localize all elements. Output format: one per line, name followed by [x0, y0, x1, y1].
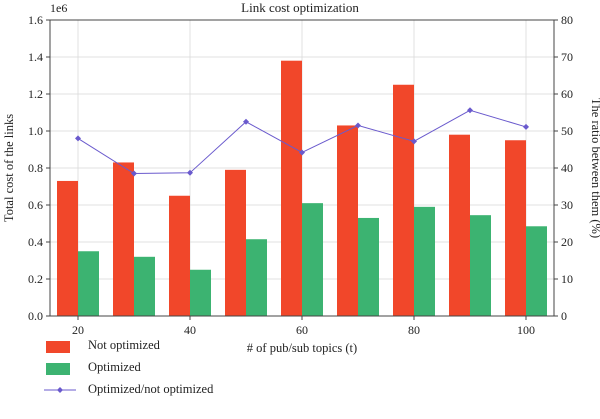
bars — [57, 60, 547, 317]
x-tick-label: 80 — [408, 323, 420, 337]
ratio-point — [75, 135, 81, 142]
y-tick-label-left: 1.4 — [28, 50, 43, 64]
y-tick-label-right: 80 — [561, 13, 573, 27]
legend-swatch-not-optimized — [46, 341, 70, 353]
bar-not-optimized — [505, 140, 526, 316]
y-tick-label-right: 30 — [561, 198, 573, 212]
bar-optimized — [302, 203, 323, 316]
ratio-point — [467, 107, 473, 114]
y-tick-label-left: 0.0 — [28, 309, 43, 323]
bar-not-optimized — [281, 60, 302, 317]
bar-not-optimized — [57, 180, 78, 316]
bar-optimized — [470, 215, 491, 316]
y-multiplier: 1e6 — [50, 1, 67, 15]
bar-optimized — [134, 256, 155, 316]
ratio-point — [131, 170, 137, 177]
bar-optimized — [358, 217, 379, 316]
y-axis-left: 0.0 0.2 0.4 0.6 0.8 1.0 1.2 1.4 1.6 — [28, 13, 50, 323]
ratio-line — [75, 107, 529, 177]
y-tick-label-left: 1.0 — [28, 124, 43, 138]
x-axis-label: # of pub/sub topics (t) — [247, 341, 357, 355]
y-tick-label-right: 0 — [561, 309, 567, 323]
ratio-point — [187, 169, 193, 176]
bar-not-optimized — [337, 125, 358, 316]
legend-label-optimized: Optimized — [88, 360, 141, 374]
y-axis-label-left: Total cost of the links — [2, 114, 16, 222]
legend-swatch-optimized — [46, 363, 70, 375]
chart-title: Link cost optimization — [241, 0, 359, 15]
bar-not-optimized — [393, 84, 414, 316]
y-tick-label-left: 0.2 — [28, 272, 43, 286]
bar-optimized — [190, 269, 211, 316]
legend-label-ratio: Optimized/not optimized — [88, 382, 214, 396]
y-tick-label-right: 10 — [561, 272, 573, 286]
legend-item-optimized: Optimized — [40, 359, 300, 381]
y-tick-label-left: 0.8 — [28, 161, 43, 175]
y-tick-label-right: 20 — [561, 235, 573, 249]
y-tick-label-right: 40 — [561, 161, 573, 175]
bar-not-optimized — [113, 162, 134, 316]
legend: Not optimized Optimized Optimized/not op… — [40, 337, 300, 403]
legend-item-not-optimized: Not optimized — [40, 337, 300, 359]
x-axis: 20 40 60 80 100 — [72, 316, 535, 337]
bar-not-optimized — [449, 134, 470, 316]
ratio-point — [523, 123, 529, 130]
ratio-point — [411, 138, 417, 145]
y-tick-label-left: 0.4 — [28, 235, 43, 249]
legend-label-not-optimized: Not optimized — [88, 338, 160, 352]
x-tick-label: 20 — [72, 323, 84, 337]
bar-optimized — [78, 251, 99, 316]
bar-optimized — [414, 206, 435, 316]
bar-not-optimized — [169, 195, 190, 316]
ratio-point — [355, 122, 361, 129]
x-tick-label: 100 — [517, 323, 535, 337]
x-tick-label: 40 — [184, 323, 196, 337]
y-tick-label-right: 50 — [561, 124, 573, 138]
y-tick-label-left: 1.2 — [28, 87, 43, 101]
bar-optimized — [526, 226, 547, 316]
bar-not-optimized — [225, 169, 246, 316]
y-axis-label-right: The ratio between them (%) — [589, 98, 600, 238]
ratio-point — [243, 118, 249, 125]
y-axis-right: 0 10 20 30 40 50 60 70 80 — [554, 13, 573, 323]
x-tick-label: 60 — [296, 323, 308, 337]
bar-optimized — [246, 239, 267, 316]
y-tick-label-left: 0.6 — [28, 198, 43, 212]
y-tick-label-right: 70 — [561, 50, 573, 64]
y-tick-label-right: 60 — [561, 87, 573, 101]
y-tick-label-left: 1.6 — [28, 13, 43, 27]
legend-item-ratio: Optimized/not optimized — [40, 381, 300, 403]
ratio-point — [299, 149, 305, 156]
legend-swatch-ratio — [44, 387, 76, 393]
